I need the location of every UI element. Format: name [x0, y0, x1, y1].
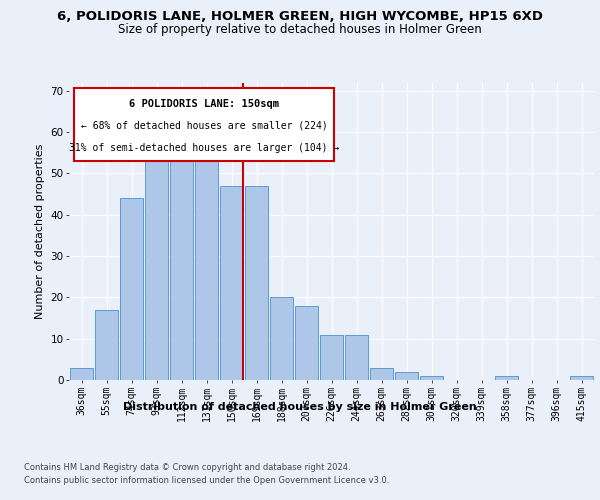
Bar [220, 186, 243, 380]
FancyBboxPatch shape [74, 88, 334, 162]
Bar [395, 372, 418, 380]
Bar [195, 152, 218, 380]
Bar [345, 334, 368, 380]
Text: ← 68% of detached houses are smaller (224): ← 68% of detached houses are smaller (22… [81, 121, 328, 131]
Bar [420, 376, 443, 380]
Bar [295, 306, 318, 380]
Text: 6 POLIDORIS LANE: 150sqm: 6 POLIDORIS LANE: 150sqm [129, 99, 279, 109]
Bar [95, 310, 118, 380]
Text: 6, POLIDORIS LANE, HOLMER GREEN, HIGH WYCOMBE, HP15 6XD: 6, POLIDORIS LANE, HOLMER GREEN, HIGH WY… [57, 10, 543, 23]
Bar [320, 334, 343, 380]
Text: 31% of semi-detached houses are larger (104) →: 31% of semi-detached houses are larger (… [69, 143, 340, 153]
Bar [495, 376, 518, 380]
Bar [70, 368, 93, 380]
Text: Contains HM Land Registry data © Crown copyright and database right 2024.: Contains HM Land Registry data © Crown c… [24, 462, 350, 471]
Bar [170, 161, 193, 380]
Bar [120, 198, 143, 380]
Bar [245, 186, 268, 380]
Text: Distribution of detached houses by size in Holmer Green: Distribution of detached houses by size … [123, 402, 477, 412]
Y-axis label: Number of detached properties: Number of detached properties [35, 144, 45, 319]
Bar [270, 298, 293, 380]
Bar [570, 376, 593, 380]
Bar [145, 144, 168, 380]
Text: Size of property relative to detached houses in Holmer Green: Size of property relative to detached ho… [118, 22, 482, 36]
Text: Contains public sector information licensed under the Open Government Licence v3: Contains public sector information licen… [24, 476, 389, 485]
Bar [370, 368, 393, 380]
